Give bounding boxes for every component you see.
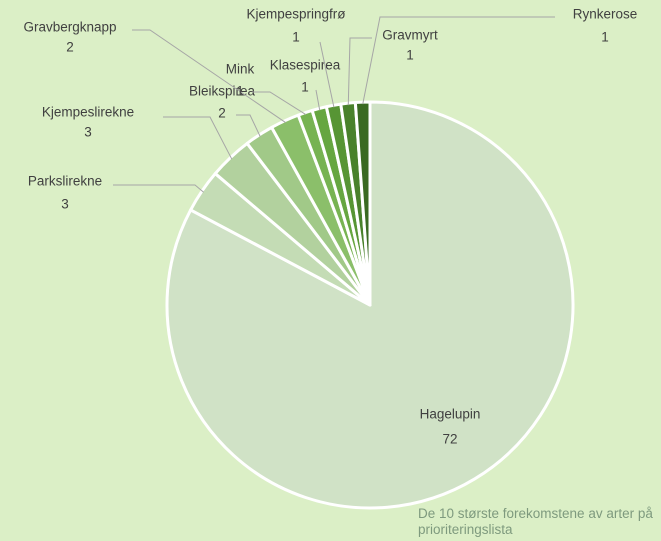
slice-label: Gravmyrt — [382, 28, 438, 43]
slice-label: Hagelupin — [420, 407, 481, 422]
leader-line — [252, 91, 307, 115]
slice-value: 1 — [292, 30, 300, 45]
leader-line — [362, 16, 555, 105]
leader-line — [347, 37, 372, 106]
slice-value: 1 — [601, 30, 609, 45]
slice-value: 1 — [406, 48, 414, 63]
slice-value: 2 — [66, 40, 74, 55]
leader-line — [113, 184, 204, 193]
slice-value: 1 — [236, 84, 244, 99]
slice-value: 3 — [84, 125, 92, 140]
slice-value: 2 — [218, 106, 226, 121]
slice-label: Gravbergknapp — [23, 20, 116, 35]
leader-line — [132, 29, 286, 123]
annotation: De 10 største forekomstene av arter på p… — [418, 506, 653, 537]
slice-value: 72 — [442, 432, 457, 447]
slice-label: Kjempeslirekne — [42, 105, 134, 120]
slice-label: Klasespirea — [270, 58, 341, 73]
slice-label: Bleikspirea — [189, 84, 256, 99]
slice-value: 3 — [61, 197, 69, 212]
slice-value: 1 — [301, 80, 309, 95]
leader-line — [319, 41, 335, 108]
slice-label: Rynkerose — [573, 7, 638, 22]
leader-line — [163, 116, 233, 160]
slice-label: Kjempespringfrø — [246, 7, 345, 22]
slice-label: Parkslirekne — [28, 174, 102, 189]
leader-line — [315, 89, 321, 111]
leader-line — [236, 114, 261, 137]
slice-label: Mink — [226, 62, 255, 77]
